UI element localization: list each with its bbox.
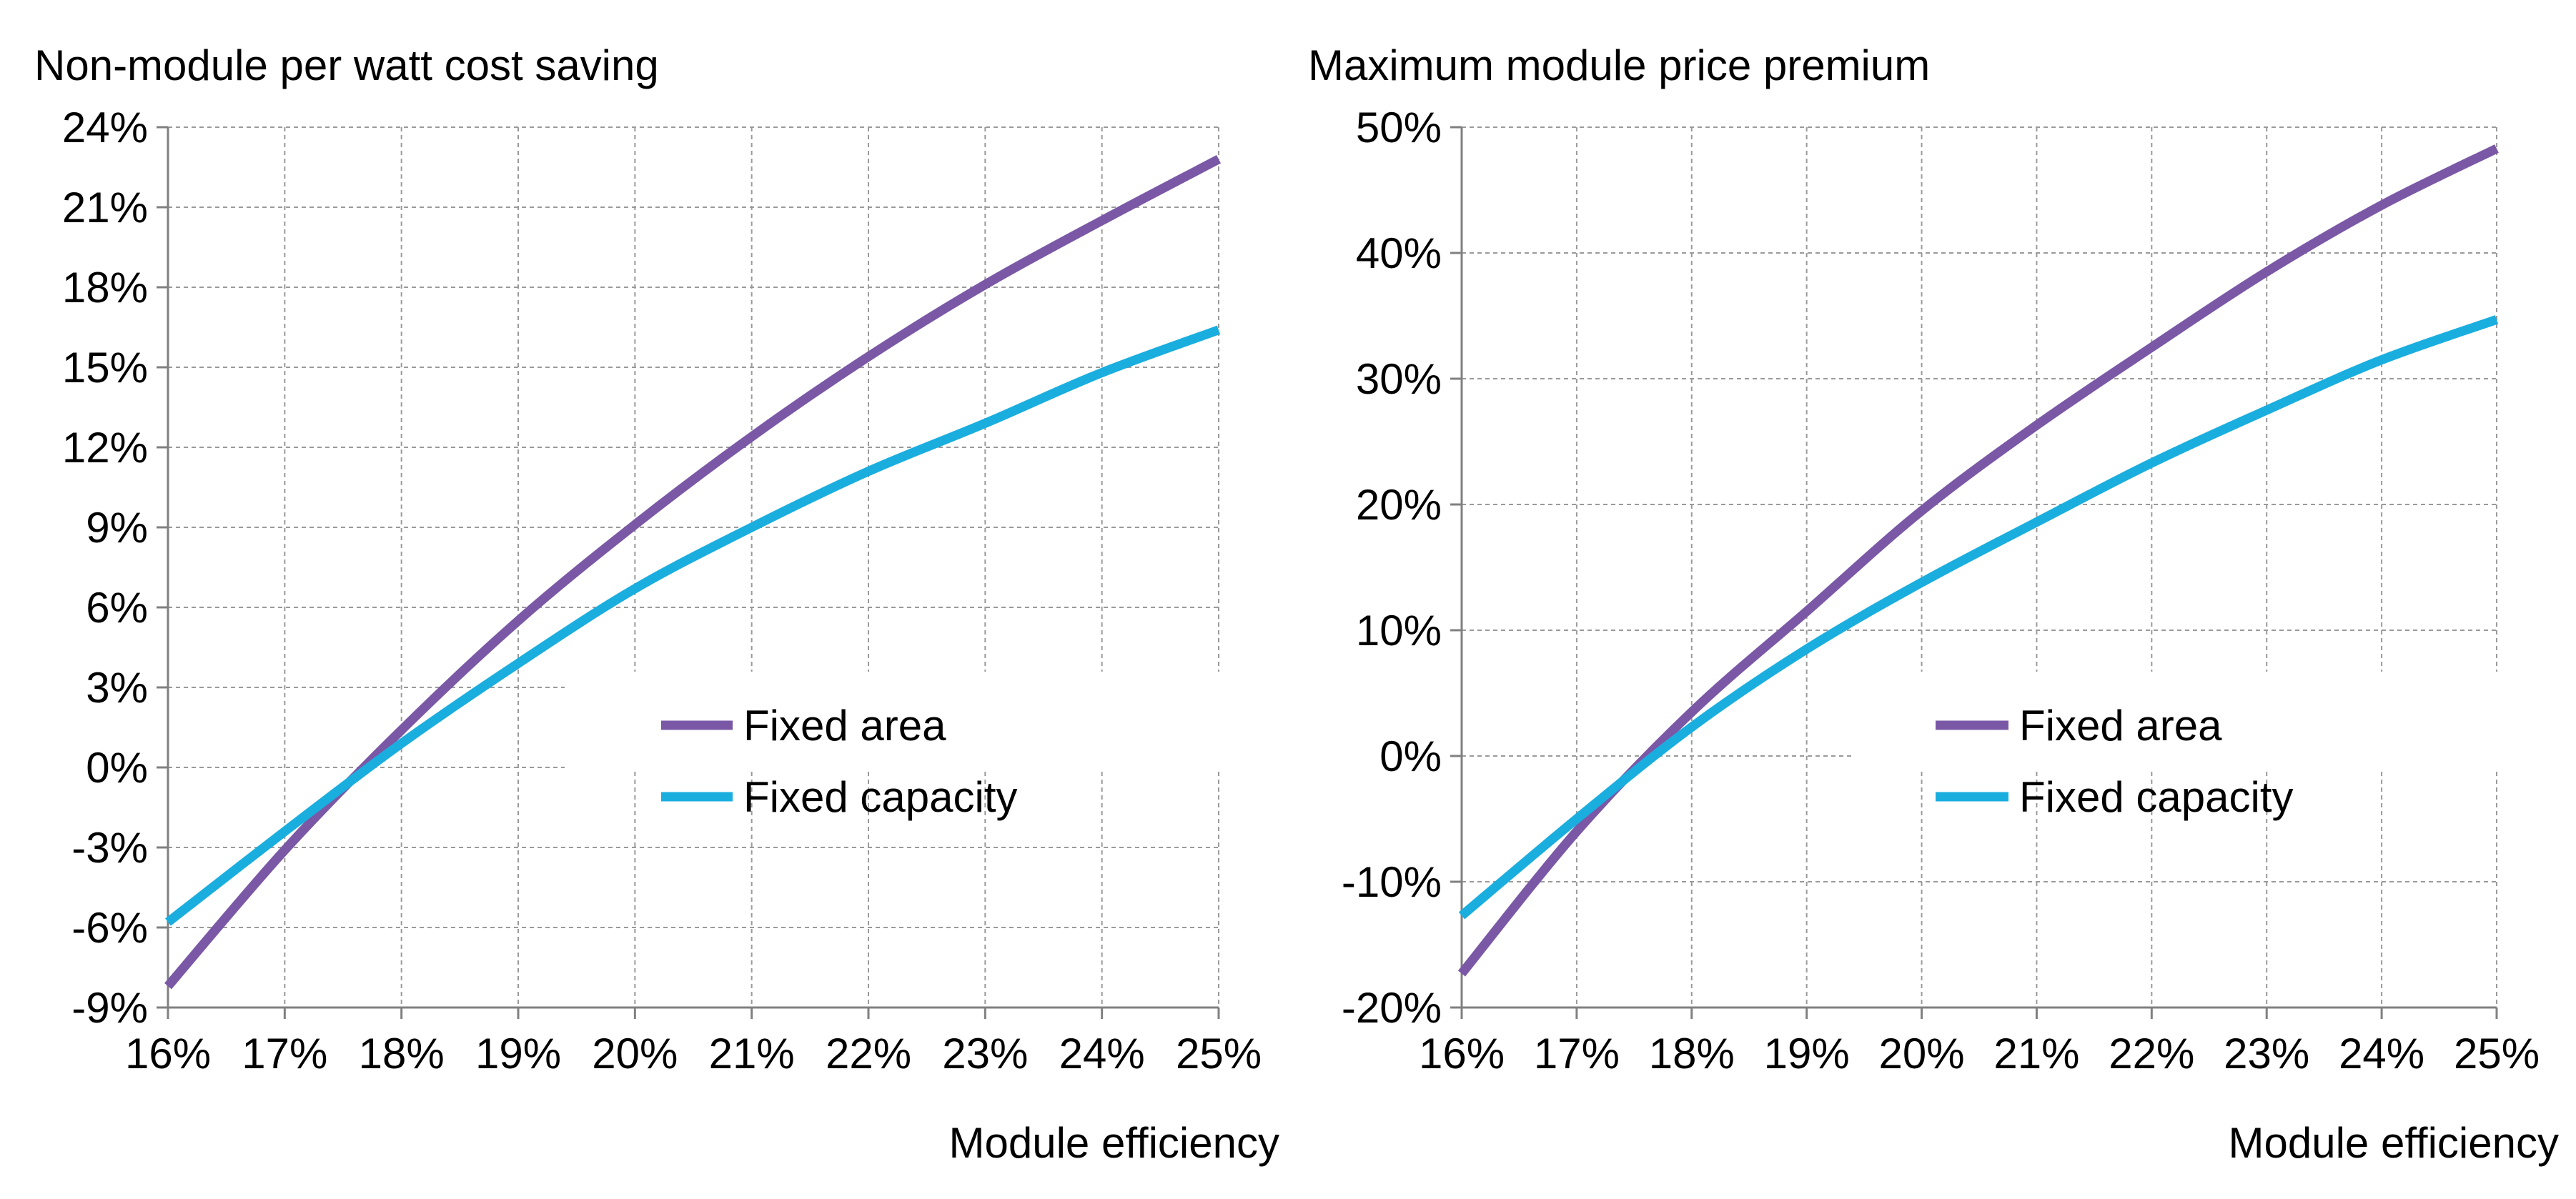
y-tick-label: -9%: [71, 984, 148, 1032]
y-tick-label: 50%: [1356, 104, 1442, 151]
legend-label-fixed-capacity: Fixed capacity: [2019, 773, 2294, 821]
x-tick-label: 18%: [1649, 1030, 1735, 1078]
x-tick-label: 24%: [1059, 1030, 1145, 1078]
legend-label-fixed-area: Fixed area: [743, 702, 946, 750]
x-tick-label: 16%: [125, 1030, 211, 1078]
x-tick-label: 21%: [709, 1030, 795, 1078]
y-tick-label: 15%: [62, 344, 148, 392]
x-tick-label: 22%: [826, 1030, 911, 1078]
y-tick-label: 40%: [1356, 229, 1442, 277]
y-tick-label: -20%: [1342, 984, 1442, 1032]
series-line-fixed-area: [164, 155, 1222, 990]
y-tick-label: -10%: [1342, 858, 1442, 906]
x-axis-label: Module efficiency: [2229, 1119, 2559, 1167]
y-tick-label: 18%: [62, 264, 148, 312]
y-tick-label: 0%: [86, 744, 148, 792]
series-line-fixed-capacity: [165, 325, 1221, 926]
y-tick-label: 9%: [86, 504, 148, 552]
legend-background: [1851, 672, 2555, 768]
x-tick-label: 20%: [592, 1030, 678, 1078]
y-tick-label: 24%: [62, 104, 148, 151]
x-tick-label: 17%: [242, 1030, 327, 1078]
x-tick-label: 19%: [475, 1030, 561, 1078]
x-tick-label: 23%: [2224, 1030, 2309, 1078]
x-tick-label: 16%: [1419, 1030, 1505, 1078]
x-tick-label: 24%: [2339, 1030, 2424, 1078]
y-tick-label: 12%: [62, 424, 148, 472]
y-tick-label: 0%: [1379, 732, 1442, 780]
y-tick-label: 21%: [62, 184, 148, 232]
y-tick-label: -6%: [71, 904, 148, 952]
x-axis-label: Module efficiency: [949, 1119, 1279, 1167]
chart-title: Non-module per watt cost saving: [34, 41, 659, 89]
y-tick-label: 20%: [1356, 481, 1442, 529]
legend-label-fixed-capacity: Fixed capacity: [743, 773, 1018, 821]
series-line-fixed-area: [1457, 144, 2499, 977]
x-tick-label: 25%: [1176, 1030, 1262, 1078]
x-tick-label: 17%: [1534, 1030, 1620, 1078]
x-tick-label: 22%: [2109, 1030, 2194, 1078]
y-tick-label: 10%: [1356, 607, 1442, 655]
x-tick-label: 20%: [1879, 1030, 1965, 1078]
legend-label-fixed-area: Fixed area: [2019, 702, 2222, 750]
x-tick-label: 19%: [1764, 1030, 1850, 1078]
x-tick-label: 23%: [942, 1030, 1028, 1078]
series-line-fixed-capacity: [1458, 315, 2499, 920]
chart-title: Maximum module price premium: [1308, 41, 1930, 89]
y-tick-label: -3%: [71, 824, 148, 872]
x-tick-label: 18%: [359, 1030, 445, 1078]
y-tick-label: 3%: [86, 664, 148, 712]
y-tick-label: 30%: [1356, 355, 1442, 403]
legend-background: [565, 672, 1279, 768]
x-tick-label: 25%: [2454, 1030, 2540, 1078]
x-tick-label: 21%: [1993, 1030, 2079, 1078]
y-tick-label: 6%: [86, 584, 148, 632]
